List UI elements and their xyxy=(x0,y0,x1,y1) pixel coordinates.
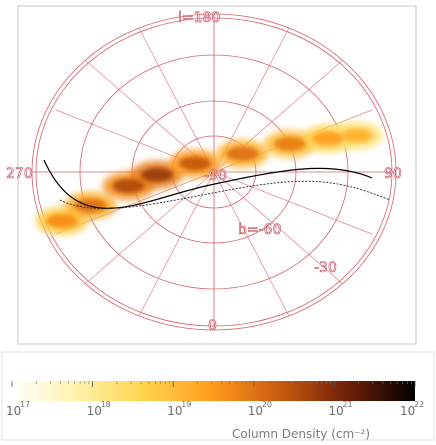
colorbar-tick-label: 10 xyxy=(167,404,182,418)
colorbar-frame xyxy=(1,351,435,441)
colorbar-tick-label: 10 xyxy=(6,404,21,418)
label-centre: -90 xyxy=(204,168,227,184)
label-l-bottom: 0 xyxy=(208,318,217,334)
column-density-map xyxy=(36,121,383,235)
colorbar-label: Column Density (cm⁻²) xyxy=(232,427,370,441)
colorbar-tick-label: 10 xyxy=(328,404,343,418)
colorbar-tick-label: 10 xyxy=(400,404,415,418)
colorbar-tick-exponent: 22 xyxy=(414,400,424,409)
label-l-right: 90 xyxy=(384,166,402,182)
colorbar-tick-label: 10 xyxy=(87,404,102,418)
label-b-outer: -30 xyxy=(314,260,337,276)
orbit-track-curve xyxy=(43,159,373,209)
colorbar-bar xyxy=(12,381,415,401)
colorbar-tick-exponent: 19 xyxy=(181,400,191,409)
emission-core xyxy=(340,128,373,143)
colorbar-tick-exponent: 21 xyxy=(342,400,352,409)
emission-core xyxy=(46,214,78,228)
emission-core xyxy=(312,131,344,146)
emission-core xyxy=(226,146,259,161)
colorbar-tick-exponent: 20 xyxy=(262,400,272,409)
label-l-top: l=180 xyxy=(178,10,220,26)
label-b-inner: b=-60 xyxy=(238,222,281,238)
map-frame xyxy=(17,5,417,345)
emission-core xyxy=(274,137,306,151)
colorbar-tick-exponent: 18 xyxy=(101,400,111,409)
emission-core xyxy=(112,179,145,193)
colorbar-tick-exponent: 17 xyxy=(20,400,30,409)
colorbar-tick-label: 10 xyxy=(248,404,263,418)
label-l-left: 270 xyxy=(6,166,33,182)
emission-core xyxy=(141,167,173,182)
orbit-track-curve-2 xyxy=(59,180,391,209)
emission-core xyxy=(179,156,211,171)
